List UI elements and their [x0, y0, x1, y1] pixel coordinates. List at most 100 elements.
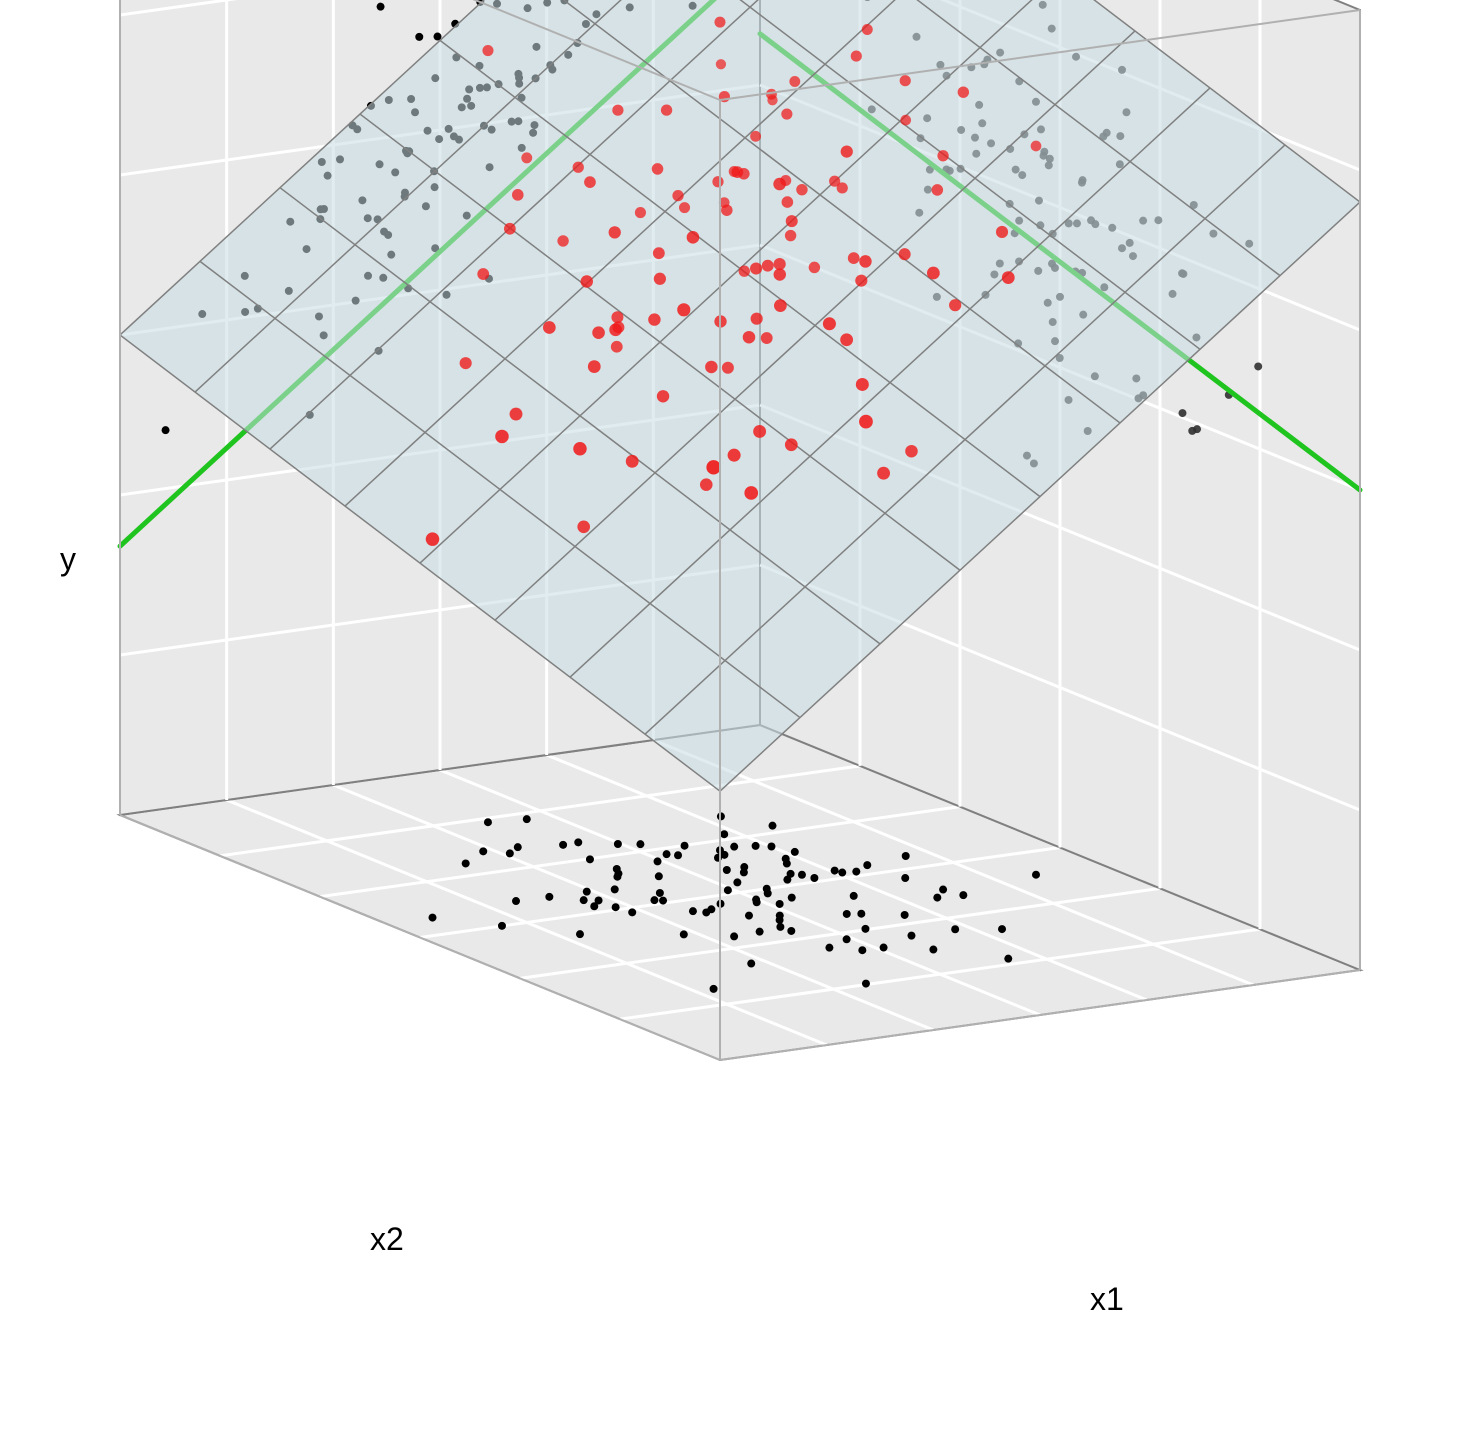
proj-point-floor	[788, 894, 796, 902]
proj-point-floor	[590, 902, 598, 910]
proj-point-floor	[655, 872, 663, 880]
proj-point-floor	[680, 930, 688, 938]
proj-point-floor	[656, 889, 664, 897]
proj-point-floor	[723, 866, 731, 874]
scatter-point	[460, 357, 472, 369]
scatter-point	[426, 532, 440, 546]
proj-point-floor	[730, 843, 738, 851]
scatter-point	[862, 24, 873, 35]
scatter-point	[859, 415, 873, 429]
proj-point-floor	[512, 897, 520, 905]
scatter-point	[855, 275, 867, 287]
proj-point-floor	[959, 891, 967, 899]
scatter-point	[700, 478, 713, 491]
proj-point-floor	[798, 871, 806, 879]
proj-point-x1	[1178, 409, 1186, 417]
scatter-point	[785, 438, 798, 451]
proj-point-floor	[747, 960, 755, 968]
proj-point-floor	[730, 932, 738, 940]
proj-point-floor	[902, 852, 910, 860]
scatter-point	[900, 75, 911, 86]
proj-point-floor	[663, 850, 671, 858]
proj-point-y1	[162, 426, 170, 434]
proj-point-floor	[752, 842, 760, 850]
scatter-point	[840, 333, 853, 346]
scatter-point	[573, 162, 584, 173]
scatter-point	[750, 262, 762, 274]
proj-point-floor	[838, 869, 846, 877]
scatter-point	[648, 313, 660, 325]
proj-point-floor	[850, 892, 858, 900]
scatter-point	[716, 59, 726, 69]
proj-point-floor	[843, 910, 851, 918]
scatter-point	[661, 104, 672, 115]
scatter-point	[774, 258, 786, 270]
proj-point-floor	[681, 842, 689, 850]
proj-point-floor	[674, 851, 682, 859]
scatter-point	[837, 182, 848, 193]
scatter-point	[743, 331, 756, 344]
scatter-point	[877, 467, 890, 480]
proj-point-floor	[901, 911, 909, 919]
proj-point-floor	[586, 855, 594, 863]
proj-point-floor	[858, 946, 866, 954]
proj-point-floor	[740, 868, 748, 876]
proj-point-floor	[479, 847, 487, 855]
scatter-point	[588, 360, 601, 373]
proj-point-y1	[415, 33, 423, 41]
scatter-point	[722, 362, 734, 374]
scatter-point	[721, 204, 733, 216]
scatter-point	[705, 361, 717, 373]
scatter-point	[573, 442, 586, 455]
proj-point-floor	[852, 868, 860, 876]
scatter-point	[782, 196, 794, 208]
scatter-point	[1031, 141, 1042, 152]
proj-point-floor	[769, 822, 777, 830]
axis-label-x1: x1	[1090, 1281, 1124, 1317]
proj-point-floor	[831, 867, 839, 875]
proj-point-floor	[559, 841, 567, 849]
scatter-point	[823, 317, 836, 330]
proj-point-floor	[843, 935, 851, 943]
scatter-point	[937, 150, 948, 161]
proj-point-floor	[825, 944, 833, 952]
scatter-point	[958, 86, 969, 97]
proj-point-floor	[1004, 955, 1012, 963]
scatter-point	[510, 408, 523, 421]
proj-point-floor	[939, 886, 947, 894]
scatter-point	[657, 390, 669, 402]
scatter-point	[1002, 271, 1015, 284]
proj-point-floor	[702, 908, 710, 916]
proj-point-floor	[791, 848, 799, 856]
proj-point-y1	[377, 3, 385, 11]
scatter-point	[739, 266, 750, 277]
scatter-point	[774, 268, 786, 280]
scatter-point	[679, 202, 690, 213]
scatter-point	[592, 326, 605, 339]
proj-point-floor	[720, 830, 728, 838]
proj-point-floor	[745, 912, 753, 920]
scatter-point	[609, 323, 622, 336]
proj-point-floor	[776, 916, 784, 924]
scatter-point	[751, 313, 763, 325]
proj-point-floor	[523, 815, 531, 823]
scatter-point	[899, 248, 911, 260]
proj-point-floor	[933, 894, 941, 902]
scatter-point	[543, 321, 556, 334]
scatter-point	[653, 247, 665, 259]
proj-point-floor	[514, 843, 522, 851]
proj-point-floor	[614, 840, 622, 848]
scatter-point	[744, 486, 758, 500]
proj-point-floor	[506, 849, 514, 857]
scatter-point	[654, 273, 666, 285]
scatter-point	[512, 189, 524, 201]
scatter-point	[781, 108, 792, 119]
scatter-point	[706, 460, 720, 474]
proj-point-floor	[654, 857, 662, 865]
scatter-point	[635, 207, 646, 218]
scatter-point	[856, 378, 869, 391]
proj-point-floor	[612, 903, 620, 911]
proj-point-floor	[462, 859, 470, 867]
scatter-point	[557, 235, 568, 246]
proj-point-floor	[901, 874, 909, 882]
